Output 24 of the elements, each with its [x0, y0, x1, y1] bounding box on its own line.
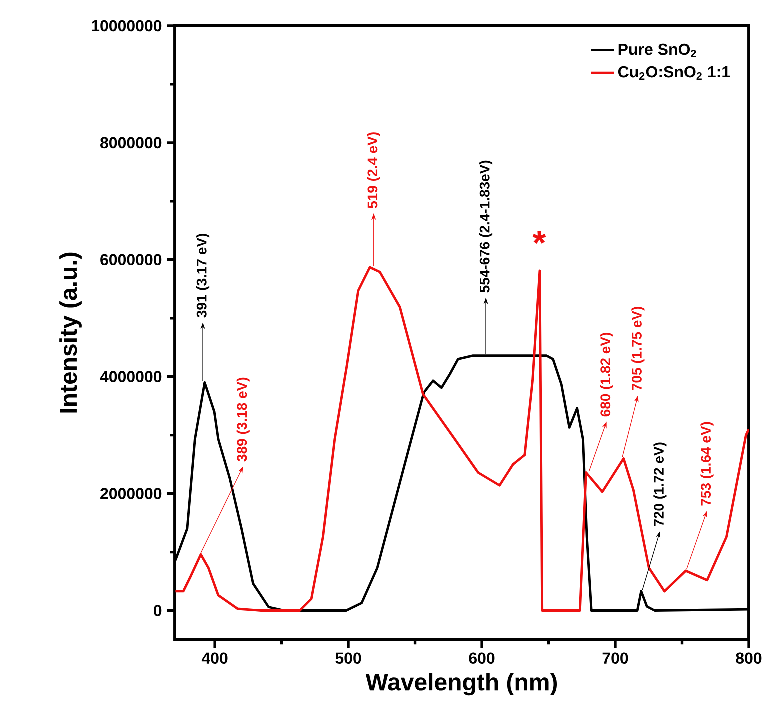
x-tick-label: 500: [336, 652, 362, 664]
annotation: 753 (1.64 eV): [700, 422, 714, 506]
y-tick-label: 6000000: [100, 254, 162, 266]
annotation: 391 (3.17 eV): [196, 234, 210, 318]
annotation: 705 (1.75 eV): [632, 307, 645, 391]
y-tick-label: 10000000: [92, 20, 162, 32]
x-tick-label: 700: [602, 652, 628, 664]
y-tick-label: 8000000: [100, 137, 162, 149]
y-tick-label: 2000000: [100, 488, 162, 500]
x-tick-label: 600: [469, 652, 495, 664]
x-tick-label: 400: [202, 652, 228, 664]
annotation: 519 (2.4 eV): [367, 132, 380, 208]
x-axis-title: Wavelength (nm): [366, 673, 558, 696]
legend-label: Pure SnO$_{2}$: [618, 44, 696, 58]
annotation: 554-676 (2.4-1.83eV): [480, 160, 493, 293]
annotation: 720 (1.72 eV): [654, 442, 667, 526]
y-axis-title: Intensity (a.u.): [60, 252, 82, 413]
legend-label: Cu$_{2}$O:SnO$_{2}$ 1:1: [618, 66, 730, 80]
annotation: 680 (1.82 eV): [600, 333, 614, 417]
annotation: *: [532, 231, 546, 244]
y-tick-label: 0: [154, 605, 162, 616]
annotation: 389 (3.18 eV): [236, 378, 250, 462]
x-tick-label: 800: [736, 652, 762, 664]
y-tick-label: 4000000: [100, 371, 162, 382]
